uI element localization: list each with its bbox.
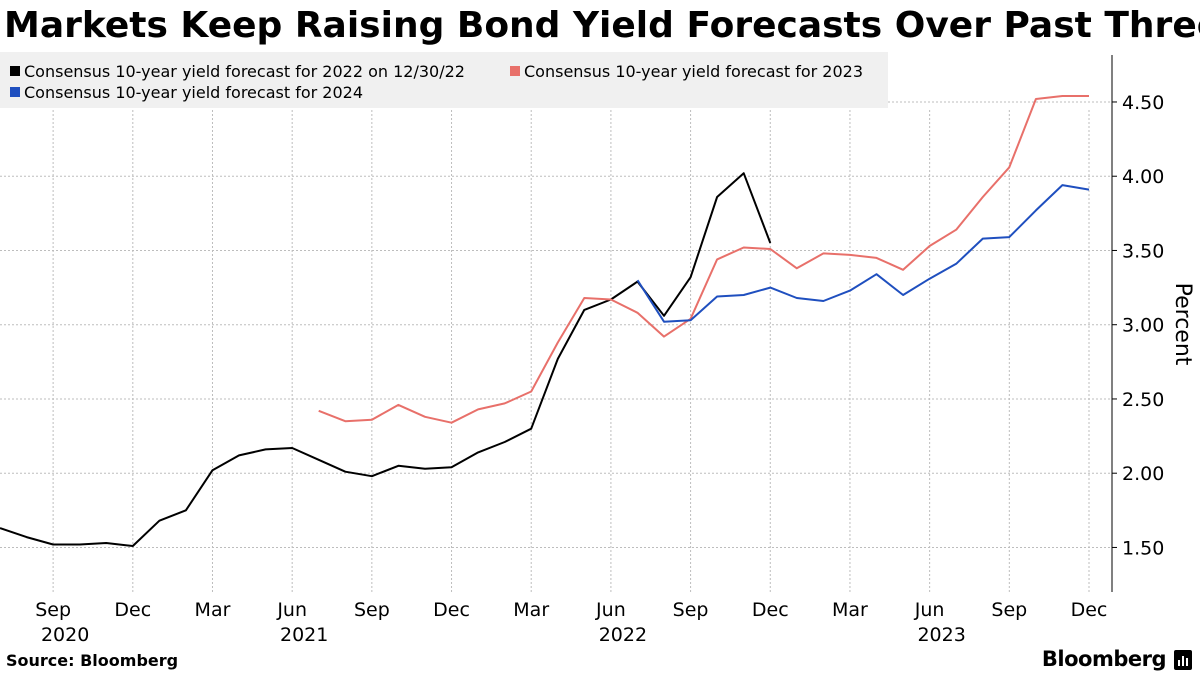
brand-logo: Bloomberg — [1041, 647, 1167, 671]
x-tick-label: Dec — [433, 599, 470, 621]
y-tick-label: 4.00 — [1122, 166, 1164, 188]
y-tick-label: 3.00 — [1122, 315, 1164, 337]
x-tick-label: Dec — [752, 599, 789, 621]
series-line-1 — [318, 95, 1089, 424]
x-year-label: 2023 — [917, 624, 965, 646]
series-lines — [0, 95, 1090, 547]
x-year-label: 2022 — [599, 624, 647, 646]
legend-item-2023: Consensus 10-year yield forecast for 202… — [510, 62, 863, 82]
series-line-0 — [0, 172, 772, 547]
x-tick-label: Dec — [1071, 599, 1108, 621]
series-line-2 — [636, 184, 1090, 323]
x-tick-label: Sep — [354, 599, 390, 621]
x-tick-label: Sep — [673, 599, 709, 621]
x-tick-label: Jun — [914, 599, 945, 621]
y-axis-label: Percent — [1170, 283, 1195, 366]
y-tick-label: 2.50 — [1122, 389, 1164, 411]
x-tick-label: Dec — [114, 599, 151, 621]
legend-swatch-2024 — [10, 87, 20, 97]
y-tick-label: 3.50 — [1122, 240, 1164, 262]
x-tick-label: Mar — [195, 599, 231, 621]
legend-label-2023: Consensus 10-year yield forecast for 202… — [524, 62, 863, 81]
y-tick-label: 2.00 — [1122, 463, 1164, 485]
legend-swatch-2023 — [510, 66, 520, 76]
x-tick-label: Jun — [276, 599, 307, 621]
chart-title: Markets Keep Raising Bond Yield Forecast… — [4, 5, 1200, 46]
legend-label-2024: Consensus 10-year yield forecast for 202… — [24, 83, 363, 102]
x-axis: Sep 2020 Dec Mar Jun 2021 Sep Dec Mar Jun 2022 Sep D… — [35, 599, 1107, 646]
x-tick-label: Sep — [991, 599, 1027, 621]
x-year-label: 2020 — [41, 624, 89, 646]
y-tick-label: 1.50 — [1122, 537, 1164, 559]
legend-swatch-2022 — [10, 66, 20, 76]
x-year-label: 2021 — [280, 624, 328, 646]
x-tick-label: Sep — [35, 599, 71, 621]
x-tick-label: Mar — [832, 599, 868, 621]
bloomberg-chart-icon — [1174, 650, 1192, 670]
legend: Consensus 10-year yield forecast for 202… — [0, 52, 888, 108]
legend-label-2022: Consensus 10-year yield forecast for 202… — [24, 62, 465, 81]
x-tick-label: Mar — [513, 599, 549, 621]
legend-item-2024: Consensus 10-year yield forecast for 202… — [10, 83, 363, 103]
legend-item-2022: Consensus 10-year yield forecast for 202… — [10, 62, 465, 82]
x-tick-label: Jun — [595, 599, 626, 621]
y-tick-label: 4.50 — [1122, 92, 1164, 114]
y-axis: 1.50 2.00 2.50 3.00 3.50 4.00 4.50 — [1111, 55, 1164, 592]
source-note: Source: Bloomberg — [6, 651, 179, 670]
